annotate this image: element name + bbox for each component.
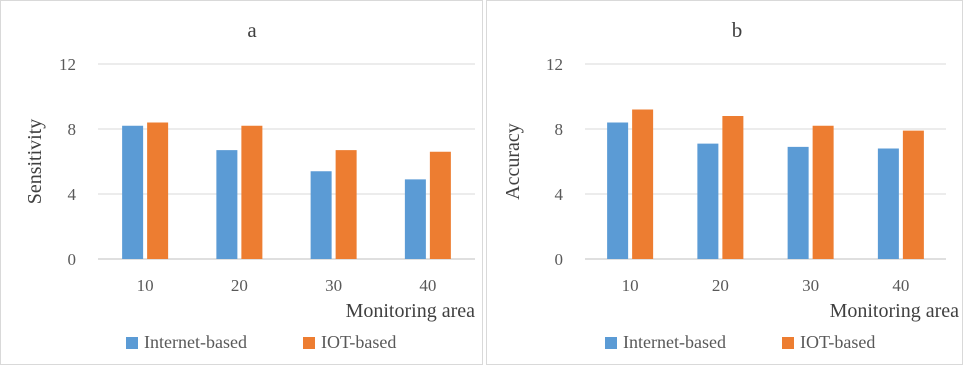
bar-internet <box>877 148 899 259</box>
legend-label-internet: Internet-based <box>144 332 247 352</box>
legend-label-internet: Internet-based <box>623 332 726 352</box>
chart-panel-a: a 0 4 8 12 Sensitivity 10 20 30 40 Monitoring area… <box>0 0 483 365</box>
legend-swatch-iot <box>303 337 315 349</box>
y-axis-label: Accuracy <box>502 123 524 200</box>
chart-a-svg: a 0 4 8 12 Sensitivity 10 20 30 40 Monitoring area… <box>24 18 476 352</box>
bar-iot <box>812 125 834 259</box>
bar-internet <box>216 150 238 259</box>
y-tick-label: 0 <box>555 250 564 269</box>
chart-b-svg: b 0 4 8 12 Accuracy 10 20 30 40 Monitoring area Int… <box>502 18 960 352</box>
y-tick-label: 4 <box>555 185 564 204</box>
x-axis-label: Monitoring area <box>830 300 960 322</box>
y-tick-label: 12 <box>546 55 563 74</box>
x-tick-label: 20 <box>712 276 729 295</box>
x-tick-label: 10 <box>622 276 639 295</box>
y-tick-label: 12 <box>59 55 76 74</box>
x-axis-label: Monitoring area <box>346 300 476 322</box>
chart-title: a <box>247 18 257 42</box>
bar-internet <box>404 179 426 259</box>
y-axis-label: Sensitivity <box>24 119 46 205</box>
legend-swatch-iot <box>782 337 794 349</box>
bar-internet <box>787 146 809 259</box>
x-tick-label: 40 <box>419 276 436 295</box>
y-tick-label: 0 <box>68 250 77 269</box>
chart-title: b <box>732 18 743 42</box>
y-tick-label: 8 <box>68 120 77 139</box>
bar-iot <box>429 151 451 259</box>
y-tick-label: 8 <box>555 120 564 139</box>
bar-internet <box>697 143 719 259</box>
bar-iot <box>147 122 169 259</box>
x-tick-label: 40 <box>892 276 909 295</box>
bar-internet <box>310 171 332 259</box>
x-tick-label: 30 <box>802 276 819 295</box>
x-tick-label: 20 <box>231 276 248 295</box>
bar-iot <box>241 125 263 259</box>
y-tick-label: 4 <box>68 185 77 204</box>
legend-label-iot: IOT-based <box>800 332 875 352</box>
bar-iot <box>722 116 744 259</box>
legend-swatch-internet <box>126 337 138 349</box>
x-tick-label: 10 <box>137 276 154 295</box>
chart-panel-b: b 0 4 8 12 Accuracy 10 20 30 40 Monitoring area Int… <box>486 0 963 365</box>
bar-iot <box>902 130 924 259</box>
bar-iot <box>335 150 357 259</box>
bar-iot <box>632 109 654 259</box>
legend-label-iot: IOT-based <box>321 332 396 352</box>
bar-internet <box>122 125 144 259</box>
legend-swatch-internet <box>605 337 617 349</box>
bar-internet <box>607 122 629 259</box>
x-tick-label: 30 <box>325 276 342 295</box>
